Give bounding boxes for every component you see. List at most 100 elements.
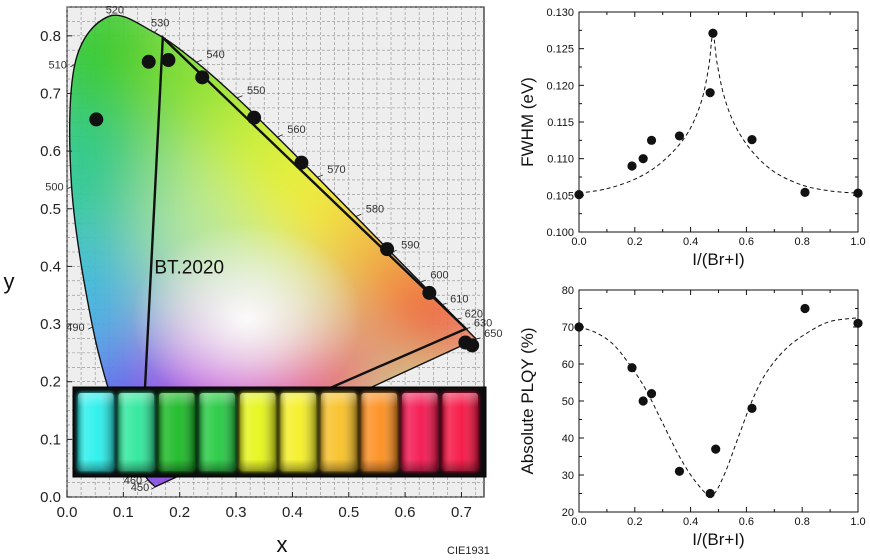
cie-y-tick-label: 0.2: [40, 374, 61, 391]
vial: [321, 393, 357, 471]
fwhm-axes: 0.0 0.2 0.4 0.6 0.8 1.0 0.100 0.105 0.110 0.115 0.…: [546, 7, 865, 248]
wavelength-label: 540: [206, 49, 224, 61]
cie-y-tick-label: 0.1: [40, 431, 61, 448]
plot-frame: [578, 289, 859, 513]
y-tick-label: 20: [562, 507, 574, 519]
x-tick-label: 0.2: [627, 516, 642, 528]
plot-frame: [578, 11, 859, 233]
y-tick-label: 50: [562, 396, 574, 408]
plqy-y-axis-label: Absolute PLQY (%): [518, 327, 537, 474]
x-tick-label: 0.4: [683, 236, 698, 248]
data-point: [708, 28, 718, 38]
cie-data-point: [89, 112, 104, 127]
wavelength-label: 590: [401, 239, 419, 251]
y-tick-label: 30: [562, 470, 574, 482]
cie-y-tick-label: 0.3: [40, 316, 61, 333]
cie-data-point: [294, 155, 309, 170]
cie-data-point: [247, 110, 262, 125]
data-point: [627, 161, 637, 171]
data-point: [800, 303, 810, 314]
wavelength-label: 550: [247, 85, 265, 97]
y-tick-label: 0.110: [547, 154, 574, 166]
wavelength-label: 650: [484, 328, 502, 340]
y-tick-label: 40: [562, 433, 574, 445]
cie-x-tick-label: 0.1: [113, 504, 134, 521]
data-point: [711, 444, 721, 454]
bt2020-label: BT.2020: [154, 257, 224, 278]
fwhm-data-points: [574, 28, 863, 200]
wavelength-label: 450: [131, 482, 149, 494]
cie-y-tick-label: 0.6: [40, 143, 61, 160]
cie-data-point: [422, 285, 437, 300]
vial-photo-strip: [72, 386, 487, 478]
x-tick-label: 0.4: [683, 516, 698, 528]
x-tick-label: 0.2: [627, 236, 642, 248]
fwhm-chart: 0.0 0.2 0.4 0.6 0.8 1.0 0.100 0.105 0.110 0.115 0.…: [518, 7, 866, 269]
cie-y-axis-label: y: [4, 269, 15, 294]
fwhm-y-axis-label: FWHM (eV): [518, 77, 537, 167]
wavelength-label: 490: [66, 322, 84, 334]
y-tick-label: 0.120: [546, 80, 574, 92]
wavelength-label: 460: [124, 475, 142, 487]
wavelength-label: 630: [474, 318, 492, 330]
y-tick-label: 0.115: [547, 117, 574, 129]
cie-y-tick-label: 0.8: [40, 28, 61, 45]
x-tick-label: 0.0: [571, 516, 586, 528]
wavelength-label: 570: [327, 164, 345, 176]
fwhm-x-axis-label: I/(Br+I): [692, 250, 744, 269]
x-tick-label: 1.0: [850, 236, 865, 248]
data-point: [853, 188, 863, 198]
data-point: [853, 318, 863, 328]
x-tick-label: 0.8: [795, 516, 810, 528]
plqy-fit-curve: [578, 317, 859, 496]
cie-x-tick-label: 0.3: [226, 504, 247, 521]
plqy-axes: 0.0 0.2 0.4 0.6 0.8 1.0 20 30 40 50 60 70 80: [562, 285, 866, 528]
wavelength-label: 580: [366, 203, 384, 215]
cie-data-points: [89, 53, 480, 353]
data-point: [646, 135, 657, 145]
cie-1931-chart: 4504604704905005105205305405505605705805…: [4, 4, 503, 557]
data-point: [800, 187, 810, 197]
wavelength-label: 560: [287, 124, 305, 136]
cie-data-point: [161, 53, 176, 68]
data-point: [705, 88, 715, 98]
cie-x-axis-label: x: [277, 532, 288, 557]
vial: [402, 393, 438, 471]
y-tick-label: 70: [562, 322, 574, 334]
data-point: [638, 154, 648, 164]
cie-y-tick-label: 0.0: [40, 489, 61, 506]
cie-data-point: [141, 54, 156, 69]
data-point: [638, 396, 648, 406]
cie-data-point: [465, 338, 480, 353]
cie-x-tick-label: 0.7: [451, 504, 472, 521]
data-point: [705, 488, 715, 499]
data-point: [574, 322, 584, 332]
plqy-data-points: [574, 303, 863, 499]
y-tick-label: 0.105: [546, 190, 574, 202]
cie-x-tick-label: 0.0: [57, 504, 78, 521]
y-tick-label: 80: [562, 285, 574, 297]
wavelength-label: 520: [106, 4, 124, 16]
vial: [240, 393, 276, 471]
cie-y-tick-label: 0.5: [40, 201, 61, 218]
vial: [442, 393, 478, 471]
x-tick-label: 0.6: [739, 516, 754, 528]
plqy-x-axis-label: I/(Br+I): [692, 530, 744, 549]
y-tick-label: 0.125: [546, 44, 574, 56]
vial: [78, 393, 114, 471]
data-point: [646, 389, 657, 399]
cie1931-caption: CIE1931: [447, 545, 490, 557]
cie-x-tick-label: 0.5: [338, 504, 359, 521]
x-tick-label: 0.0: [571, 236, 586, 248]
data-point: [674, 131, 685, 141]
fwhm-fit-curve: [578, 33, 859, 194]
vial: [361, 393, 397, 471]
wavelength-label: 610: [450, 293, 468, 305]
cie-data-point: [380, 242, 395, 257]
cie-axis-ticks: 0.0 0.1 0.2 0.3 0.4 0.5 0.6 0.7 0.0 0.1 0.2 0.3 0.4 0…: [40, 28, 472, 521]
x-tick-label: 0.6: [739, 236, 754, 248]
cie-y-tick-label: 0.7: [40, 85, 61, 102]
cie-data-point: [195, 70, 210, 85]
wavelength-label: 600: [430, 269, 448, 281]
